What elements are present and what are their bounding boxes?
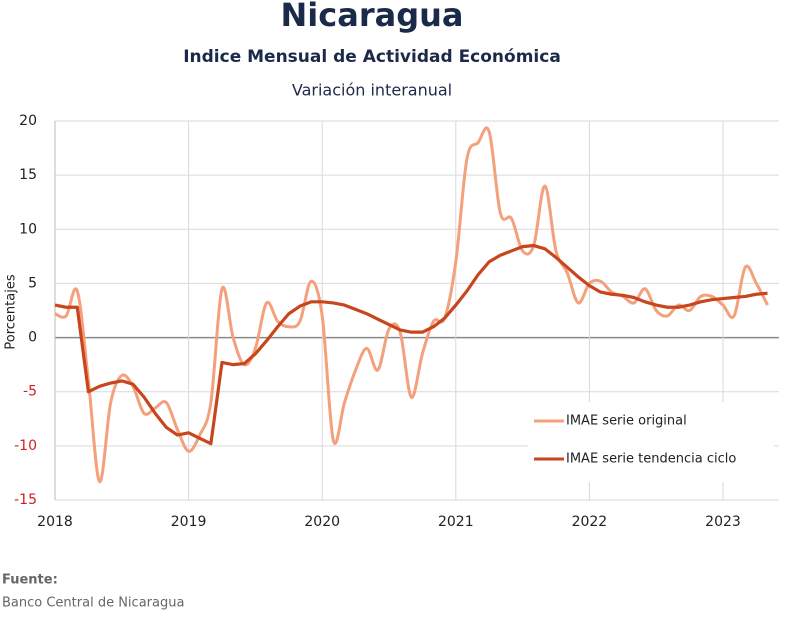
x-tick-label: 2018	[37, 514, 73, 530]
x-tick-label: 2022	[572, 514, 608, 530]
y-tick-label: 20	[19, 113, 37, 129]
x-tick-label: 2020	[304, 514, 340, 530]
y-tick-label: 10	[19, 221, 37, 237]
y-tick-label: -5	[23, 384, 37, 400]
chart-subtitle: Indice Mensual de Actividad Económica	[183, 47, 561, 67]
y-tick-label: -10	[14, 438, 37, 454]
x-tick-label: 2023	[705, 514, 741, 530]
x-tick-label: 2021	[438, 514, 474, 530]
y-tick-label: 5	[28, 275, 37, 291]
y-tick-label: 15	[19, 167, 37, 183]
legend-label: IMAE serie original	[566, 414, 687, 429]
series-line	[54, 126, 769, 484]
x-tick-label: 2019	[171, 514, 207, 530]
legend-box	[528, 402, 774, 482]
source: Banco Central de Nicaragua	[2, 596, 184, 611]
legend-label: IMAE serie tendencia ciclo	[566, 452, 736, 467]
chart-title: Nicaragua	[281, 0, 464, 34]
y-tick-label: -15	[14, 492, 37, 508]
series-line	[54, 243, 768, 446]
y-tick-label: 0	[28, 330, 37, 346]
y-axis-label: Porcentajes	[4, 274, 19, 349]
source-label: Fuente:	[2, 573, 58, 588]
chart-subtitle: Variación interanual	[292, 81, 452, 100]
